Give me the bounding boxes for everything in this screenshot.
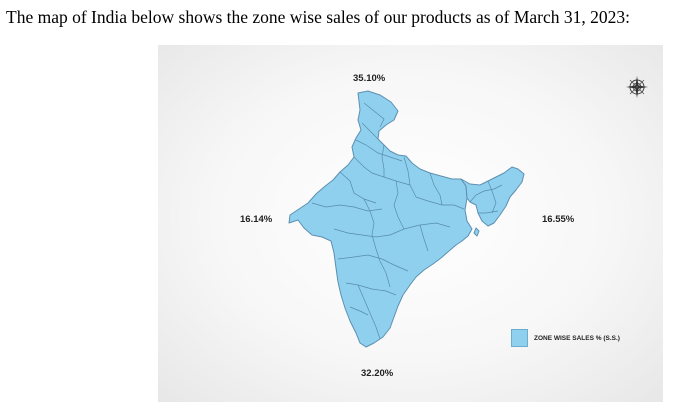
legend-label: ZONE WISE SALES % (S.S.)	[534, 334, 620, 342]
legend-swatch	[511, 329, 528, 347]
india-zone-sales-map: 35.10% 16.14% 16.55% 32.20% ZONE WISE SA…	[158, 45, 663, 402]
state-borders	[311, 102, 503, 340]
intro-text: The map of India below shows the zone wi…	[6, 7, 631, 27]
zone-label-east: 16.55%	[542, 214, 575, 225]
zone-label-north: 35.10%	[353, 73, 386, 84]
northeast-region	[460, 166, 525, 227]
compass-rose-icon	[626, 76, 648, 98]
map-legend: ZONE WISE SALES % (S.S.)	[511, 329, 620, 347]
zone-label-west: 16.14%	[240, 214, 273, 225]
india-outline	[288, 90, 525, 348]
zone-label-south: 32.20%	[361, 368, 394, 379]
india-map-graphic	[288, 90, 525, 348]
india-mainland	[288, 90, 473, 348]
islands	[473, 227, 480, 237]
